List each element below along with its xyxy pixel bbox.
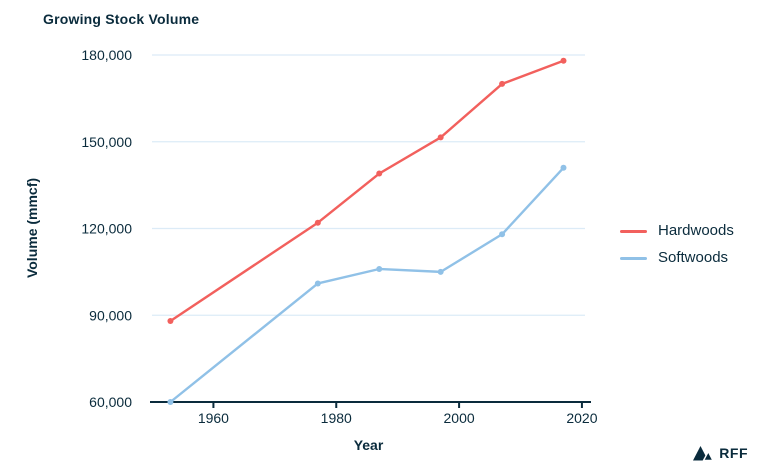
- data-point-softwoods-1977[interactable]: [314, 280, 321, 287]
- data-point-hardwoods-1977[interactable]: [314, 219, 321, 226]
- data-point-softwoods-1997[interactable]: [437, 268, 444, 275]
- legend-swatch-hardwoods: [620, 229, 647, 233]
- y-tick-label: 180,000: [81, 47, 132, 63]
- y-tick-label: 120,000: [81, 221, 132, 237]
- rff-logo: RFF: [692, 445, 748, 461]
- mountains-icon: [693, 446, 715, 461]
- data-point-softwoods-2017[interactable]: [560, 164, 567, 171]
- x-tick-label: 1960: [198, 410, 229, 426]
- legend: Hardwoods Softwoods: [620, 222, 734, 267]
- legend-swatch-softwoods: [620, 256, 647, 260]
- legend-item-hardwoods[interactable]: Hardwoods: [620, 222, 734, 240]
- y-tick-label: 60,000: [89, 394, 132, 410]
- series-line-softwoods: [169, 166, 565, 404]
- data-point-softwoods-1953[interactable]: [167, 399, 174, 405]
- data-point-softwoods-2007[interactable]: [499, 231, 506, 238]
- x-tick-label: 1980: [321, 410, 352, 426]
- data-point-hardwoods-1953[interactable]: [167, 318, 174, 325]
- series-line-hardwoods: [169, 59, 565, 323]
- legend-label-hardwoods: Hardwoods: [658, 222, 734, 239]
- x-axis-title: Year: [353, 437, 384, 453]
- legend-label-softwoods: Softwoods: [658, 249, 729, 266]
- y-tick-label: 90,000: [89, 307, 132, 323]
- chart-title: Growing Stock Volume: [43, 11, 200, 27]
- rff-logo-text: RFF: [719, 445, 748, 461]
- x-tick-label: 2020: [566, 410, 597, 426]
- data-point-hardwoods-1987[interactable]: [376, 170, 383, 177]
- y-tick-label: 150,000: [81, 134, 132, 150]
- data-point-hardwoods-2007[interactable]: [499, 80, 506, 87]
- data-point-softwoods-1987[interactable]: [376, 265, 383, 272]
- y-axis-title: Volume (mmcf): [24, 177, 40, 279]
- x-tick-label: 2000: [444, 410, 475, 426]
- data-point-hardwoods-1997[interactable]: [437, 134, 444, 141]
- legend-item-softwoods[interactable]: Softwoods: [620, 249, 734, 267]
- data-point-hardwoods-2017[interactable]: [560, 57, 567, 64]
